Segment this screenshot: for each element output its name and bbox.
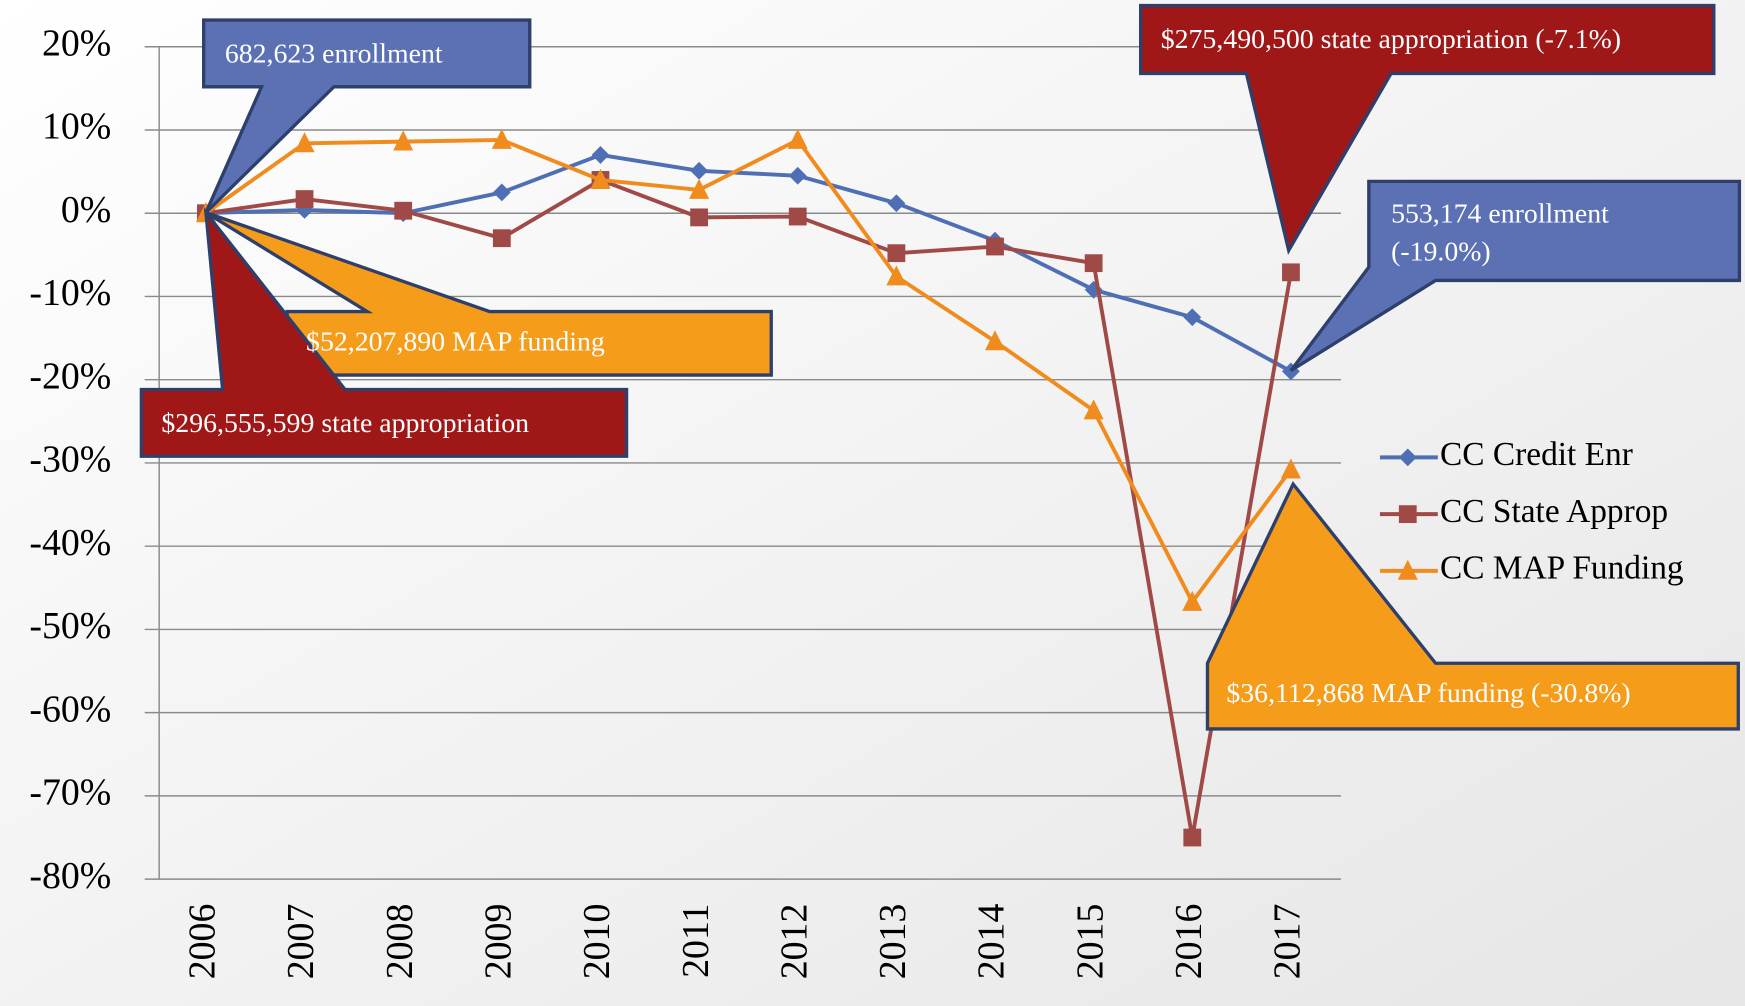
y-tick-label: 20% xyxy=(42,22,111,64)
annotation-text: $52,207,890 MAP funding xyxy=(306,327,605,358)
callout xyxy=(202,18,532,214)
point xyxy=(1084,254,1103,273)
x-tick-label: 2015 xyxy=(1069,904,1111,980)
point xyxy=(986,237,1004,256)
point xyxy=(492,183,511,202)
callout xyxy=(1139,3,1716,255)
point xyxy=(491,128,512,149)
y-tick-label: -40% xyxy=(29,522,111,564)
x-tick-label: 2009 xyxy=(478,904,520,980)
point xyxy=(788,207,807,226)
point xyxy=(1397,559,1418,580)
x-tick-label: 2016 xyxy=(1168,904,1210,980)
point xyxy=(887,244,906,263)
callout xyxy=(1289,179,1742,372)
point xyxy=(1183,828,1202,847)
legend-label: CC Credit Enr xyxy=(1440,436,1633,473)
x-tick-label: 2014 xyxy=(971,904,1013,980)
callout xyxy=(1205,480,1740,731)
legend-label: CC MAP Funding xyxy=(1440,550,1684,587)
x-tick-label: 2006 xyxy=(182,904,224,980)
legend-item: CC Credit Enr xyxy=(1379,436,1633,473)
x-tick-label: 2008 xyxy=(379,904,421,980)
x-tick-label: 2011 xyxy=(675,904,717,978)
series-line xyxy=(204,138,1293,604)
x-tick-label: 2012 xyxy=(773,904,815,980)
point xyxy=(1398,448,1417,467)
plot-area: 20% 10% 0% -10% -20% -30% -40% -50% -60% -70% -80%… xyxy=(29,22,1342,980)
annotation-text: 553,174 enrollment xyxy=(1391,199,1609,230)
annotation-text: (-19.0%) xyxy=(1391,236,1491,267)
annotations: 682,623 enrollment $275,490,500 state ap… xyxy=(139,3,1742,731)
y-tick-label: -10% xyxy=(29,272,111,314)
y-tick-label: 0% xyxy=(61,189,111,231)
point xyxy=(393,130,414,151)
point xyxy=(689,178,710,199)
point xyxy=(1083,399,1104,420)
legend-label: CC State Approp xyxy=(1440,493,1668,530)
annotation-text: 682,623 enrollment xyxy=(225,38,443,69)
point xyxy=(1280,458,1301,479)
point xyxy=(394,201,413,220)
point xyxy=(492,229,511,248)
annotation-text: $296,555,599 state appropriation xyxy=(161,408,529,439)
x-tick-label: 2017 xyxy=(1267,904,1309,980)
callout xyxy=(139,207,629,458)
legend-item: CC MAP Funding xyxy=(1379,550,1684,587)
point xyxy=(787,128,808,149)
y-tick-label: -60% xyxy=(29,688,111,730)
point xyxy=(886,265,907,286)
point xyxy=(1182,590,1203,611)
y-tick-label: -50% xyxy=(29,605,111,647)
x-tick-label: 2007 xyxy=(280,904,322,980)
y-tick-label: -70% xyxy=(29,772,111,814)
x-tick-label: 2013 xyxy=(872,904,914,980)
legend-item: CC State Approp xyxy=(1379,493,1668,530)
point xyxy=(690,161,709,180)
point xyxy=(294,132,315,153)
callout xyxy=(205,210,773,377)
annotation-text: $275,490,500 state appropriation (-7.1%) xyxy=(1161,24,1621,55)
point xyxy=(984,330,1006,351)
x-tick-label: 2010 xyxy=(576,904,618,980)
point xyxy=(690,208,709,227)
annotation-text: $36,112,868 MAP funding (-30.8%) xyxy=(1226,678,1630,709)
y-tick-label: -30% xyxy=(29,439,111,481)
point xyxy=(1398,505,1417,524)
series-line xyxy=(205,177,1293,840)
y-tick-label: 10% xyxy=(42,106,111,148)
point xyxy=(1282,263,1300,282)
point xyxy=(295,190,314,208)
y-tick-label: -20% xyxy=(29,355,111,397)
series-line xyxy=(205,153,1292,374)
point xyxy=(788,166,807,185)
point xyxy=(590,168,611,189)
y-tick-label: -80% xyxy=(29,855,111,897)
point xyxy=(1183,308,1202,327)
